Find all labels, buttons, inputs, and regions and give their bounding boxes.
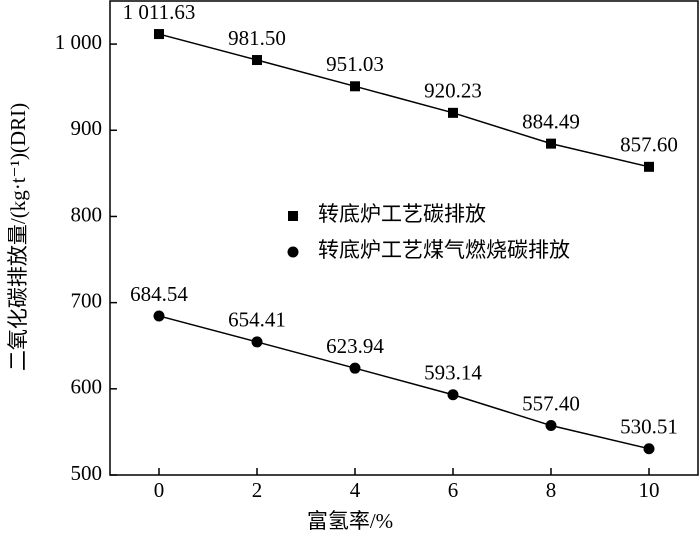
- y-tick-label: 700: [71, 288, 103, 312]
- data-point: [546, 138, 556, 149]
- x-tick-label: 6: [448, 478, 459, 502]
- x-tick-label: 2: [252, 478, 263, 502]
- data-point: [448, 107, 458, 118]
- y-tick-label: 900: [71, 116, 103, 140]
- data-label: 684.54: [130, 282, 188, 306]
- y-axis-label: 二氧化碳排放量/(kg·t⁻¹)(DRI): [6, 103, 30, 371]
- data-label: 884.49: [522, 109, 580, 133]
- data-point: [251, 336, 263, 348]
- data-label: 557.40: [522, 391, 580, 415]
- data-point: [153, 310, 165, 322]
- x-tick-label: 10: [639, 478, 660, 502]
- y-tick-label: 800: [71, 202, 103, 226]
- y-tick-label: 1 000: [55, 30, 102, 54]
- series-line: [158, 315, 650, 450]
- legend-marker: [287, 246, 299, 258]
- data-point: [644, 161, 654, 172]
- data-point: [643, 443, 655, 455]
- data-point: [447, 389, 459, 401]
- data-label: 920.23: [424, 79, 482, 103]
- x-tick-label: 4: [350, 478, 361, 502]
- data-label: 530.51: [620, 415, 678, 439]
- data-label: 593.14: [424, 361, 482, 385]
- data-point: [545, 420, 557, 432]
- data-label: 1 011.63: [123, 0, 196, 24]
- data-label: 857.60: [620, 133, 678, 157]
- x-axis-label: 富氢率/%: [307, 509, 393, 533]
- data-label: 951.03: [326, 52, 384, 76]
- data-label: 654.41: [228, 308, 286, 332]
- x-tick-label: 0: [154, 478, 165, 502]
- data-label: 981.50: [228, 26, 286, 50]
- data-point: [349, 362, 361, 374]
- y-tick-label: 600: [71, 375, 103, 399]
- legend-marker: [288, 211, 298, 221]
- legend-label: 转底炉工艺碳排放: [318, 202, 486, 226]
- legend-label: 转底炉工艺煤气燃烧碳排放: [318, 238, 570, 262]
- data-label: 623.94: [326, 334, 384, 358]
- data-point: [252, 55, 262, 66]
- series-line: [158, 33, 650, 168]
- x-tick-label: 8: [546, 478, 557, 502]
- y-tick-label: 500: [71, 461, 103, 485]
- plot-frame: [109, 0, 699, 476]
- data-point: [350, 81, 360, 92]
- data-point: [154, 29, 164, 40]
